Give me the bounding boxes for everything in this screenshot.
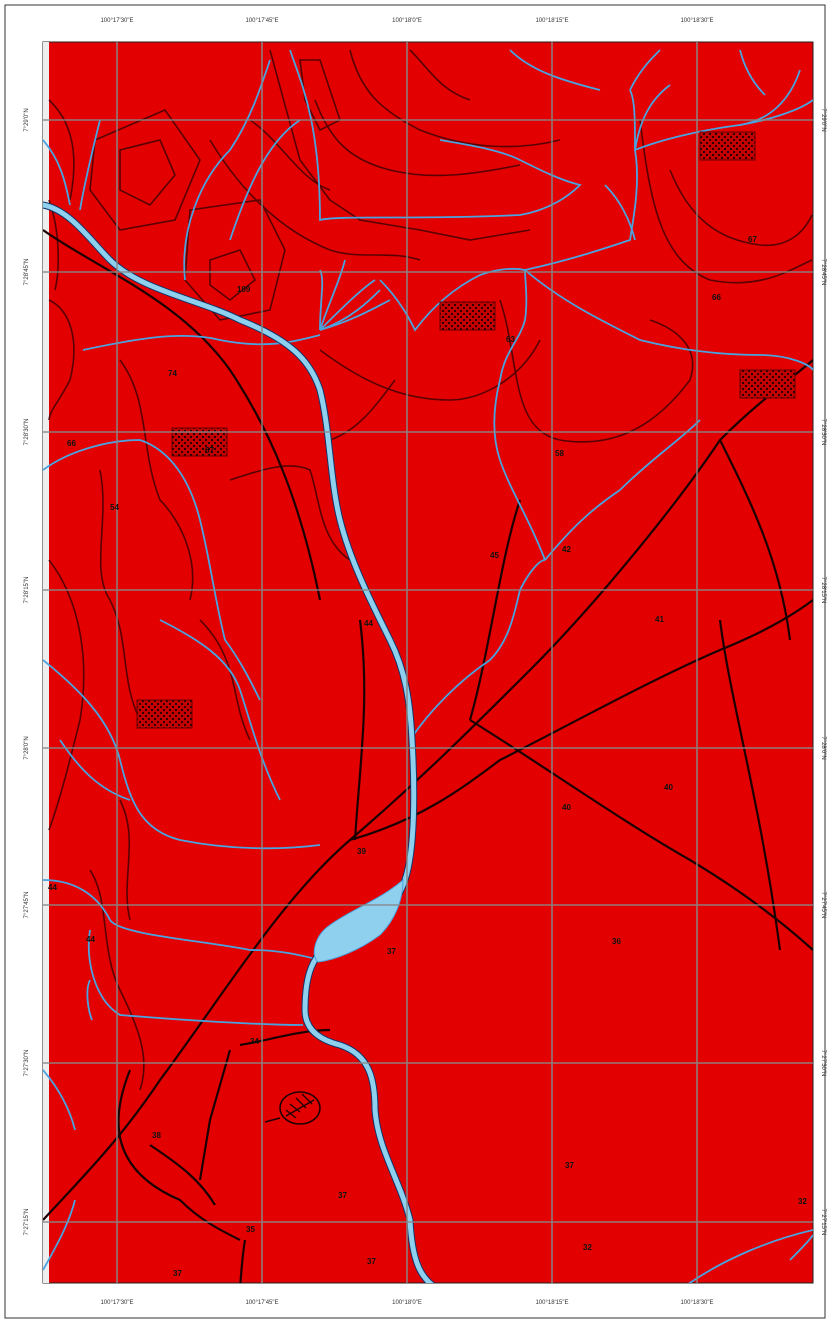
left-coord-label: 7°28'30"N [24,419,30,446]
elevation-label: 36 [612,937,621,946]
elevation-label: 39 [357,847,366,856]
elevation-label: 67 [205,446,214,455]
river-lake [313,878,404,963]
left-coord-label: 7°29'0"N [24,108,30,131]
left-coord-label: 7°27'15"N [24,1209,30,1236]
left-coord-label: 7°28'15"N [24,577,30,604]
elevation-label: 45 [490,551,499,560]
elevation-label: 37 [367,1257,376,1266]
elevation-label: 42 [562,545,571,554]
streams [43,49,813,1283]
elevation-label: 37 [387,947,396,956]
right-coord-label: 7°28'30"N [820,419,826,446]
right-coord-label: 7°27'30"N [820,1050,826,1077]
bottom-coord-label: 100°18'0"E [392,1300,422,1306]
top-coord-label: 100°18'15"E [535,18,568,24]
elevation-label: 37 [338,1191,347,1200]
elevation-labels: 67 66 109 63 74 66 67 58 54 45 42 44 41 … [48,235,807,1278]
elevation-label: 58 [555,449,564,458]
elevation-label: 66 [67,439,76,448]
left-coord-label: 7°28'0"N [24,736,30,759]
elevation-label: 32 [583,1243,592,1252]
elevation-label: 66 [712,293,721,302]
top-coord-label: 100°18'30"E [680,18,713,24]
bottom-coord-label: 100°17'45"E [245,1300,278,1306]
right-coord-label: 7°27'45"N [820,892,826,919]
elevation-label: 54 [110,503,119,512]
elevation-label: 67 [748,235,757,244]
right-coord-label: 7°29'0"N [820,108,826,131]
elevation-label: 109 [237,285,251,294]
left-coord-label: 7°27'30"N [24,1050,30,1077]
elevation-label: 40 [664,783,673,792]
elevation-label: 44 [86,935,95,944]
right-coord-label: 7°28'45"N [820,259,826,286]
bottom-coord-label: 100°18'30"E [680,1300,713,1306]
elevation-label: 38 [152,1131,161,1140]
left-coordinate-labels: 7°29'0"N 7°28'45"N 7°28'30"N 7°28'15"N 7… [24,108,30,1235]
main-river [43,201,436,1283]
left-coord-label: 7°27'45"N [24,892,30,919]
coordinate-grid [43,42,813,1283]
elevation-label: 63 [506,335,515,344]
bottom-coord-label: 100°18'15"E [535,1300,568,1306]
top-coordinate-labels: 100°17'30"E 100°17'45"E 100°18'0"E 100°1… [100,18,713,24]
elevation-label: 44 [48,883,57,892]
elevation-label: 44 [364,619,373,628]
right-coord-label: 7°27'15"N [820,1209,826,1236]
elevation-label: 40 [562,803,571,812]
top-coord-label: 100°17'45"E [245,18,278,24]
top-coord-label: 100°18'0"E [392,18,422,24]
right-coordinate-labels: 7°29'0"N 7°28'45"N 7°28'30"N 7°28'15"N 7… [820,108,826,1235]
elevation-label: 41 [655,615,664,624]
top-coord-label: 100°17'30"E [100,18,133,24]
bottom-coordinate-labels: 100°17'30"E 100°17'45"E 100°18'0"E 100°1… [100,1300,713,1306]
elevation-label: 34 [250,1037,259,1046]
roads [43,229,813,1283]
elevation-label: 74 [168,369,177,378]
land-area [42,41,814,1284]
leaf-landmark-icon [264,1091,321,1125]
right-coord-label: 7°28'0"N [820,736,826,759]
right-coord-label: 7°28'15"N [820,577,826,604]
bottom-coord-label: 100°17'30"E [100,1300,133,1306]
left-coord-label: 7°28'45"N [24,259,30,286]
elevation-label: 37 [173,1269,182,1278]
elevation-label: 35 [246,1225,255,1234]
elevation-label: 32 [798,1197,807,1206]
elevation-label: 37 [565,1161,574,1170]
